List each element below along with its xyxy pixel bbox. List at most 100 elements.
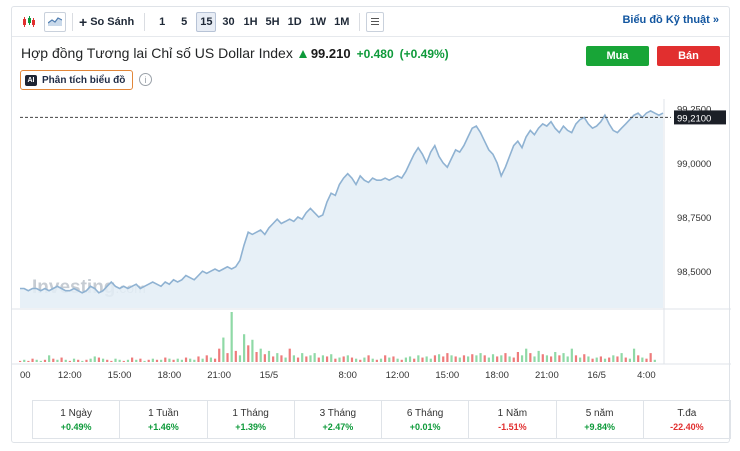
info-icon[interactable]: i [139,73,152,86]
performance-cell[interactable]: 6 Tháng +0.01% [382,401,470,438]
volume-bar [612,355,615,362]
volume-bar [226,353,229,362]
up-arrow-icon [298,50,307,58]
performance-period: 1 Tháng [232,407,269,419]
timeframe-1d[interactable]: 1D [287,15,302,28]
volume-bar [628,358,632,362]
price-chart[interactable]: Investing.com99,250099,000098,750098,500… [12,7,731,392]
volume-bar [587,356,590,362]
volume-bar [545,355,549,362]
performance-value: -22.40% [670,421,704,432]
volume-bar [454,356,457,362]
volume-bar [52,358,55,362]
performance-cell[interactable]: 3 Tháng +2.47% [295,401,382,438]
performance-period: 1 Năm [497,407,528,419]
volume-bar [89,358,92,362]
timeframe-30[interactable]: 30 [222,15,235,28]
volume-bar [267,350,271,362]
volume-bar [417,355,420,362]
volume-bar [355,358,358,362]
buy-button[interactable]: Mua [586,46,649,66]
volume-bar [442,356,445,362]
volume-bar [342,356,345,362]
volume-bar [487,357,490,362]
price-area [20,110,663,309]
volume-bar [135,359,138,362]
volume-bar [209,357,213,362]
volume-bar [512,357,515,362]
compare-button[interactable]: + So Sánh [79,13,135,30]
volume-bar [620,353,623,362]
volume-bar [421,357,424,362]
performance-cell[interactable]: 1 Ngày +0.49% [33,401,121,438]
volume-bar [558,355,561,362]
volume-bar [562,353,565,362]
price-line [20,109,664,294]
volume-bar [437,354,441,362]
volume-bar [496,356,499,362]
area-chart-icon[interactable] [44,11,66,32]
volume-bar [39,360,42,362]
ai-chart-analysis-button[interactable]: AI Phân tích biểu đồ [20,70,134,90]
volume-bar [608,357,611,362]
volume-bar [458,357,461,362]
volume-bar [350,357,354,362]
volume-bar [31,358,34,362]
volume-bar [321,355,325,362]
chart-toolbar: + So Sánh 1 5 15 30 1H 5H 1D 1W 1M Biểu đồ Kỹ th… [12,7,729,37]
sell-button[interactable]: Bán [657,46,720,66]
timeframe-5h[interactable]: 5H [265,15,280,28]
x-tick-label: 15:00 [108,370,132,381]
timeframe-15[interactable]: 15 [196,11,217,32]
volume-bar [637,355,640,362]
volume-bar [259,348,262,362]
volume-bar [475,355,478,362]
chart-widget: + So Sánh 1 5 15 30 1H 5H 1D 1W 1M Biểu đồ Kỹ th… [11,6,731,443]
volume-bar [583,354,586,362]
performance-cell[interactable]: 1 Năm -1.51% [469,401,557,438]
volume-bar [408,356,412,362]
volume-bar [251,339,254,362]
timeframe-1[interactable]: 1 [159,15,166,28]
performance-cell[interactable]: 1 Tháng +1.39% [208,401,295,438]
performance-cell[interactable]: T.đa -22.40% [644,401,730,438]
volume-bar [97,357,101,362]
volume-bar [68,360,71,362]
timeframe-1w[interactable]: 1W [309,15,327,28]
volume-bar [508,356,511,362]
volume-bar [616,356,619,362]
performance-value: +0.49% [60,421,92,432]
volume-bar [77,359,80,362]
volume-bar [313,353,316,362]
volume-bar [305,356,308,362]
price-change-pct: (+0.49%) [399,47,449,61]
volume-bar [60,357,63,362]
performance-period: 3 Tháng [319,407,357,419]
volume-bar [43,359,47,362]
plus-icon: + [79,13,88,30]
volume-bar [184,357,188,362]
volume-bar [653,359,656,362]
candlestick-icon[interactable] [18,12,40,32]
x-tick-label: 18:00 [485,370,509,381]
volume-bar [213,358,217,362]
performance-cell[interactable]: 1 Tuần +1.46% [120,401,208,438]
volume-bar [101,358,105,362]
volume-bar [384,355,387,362]
volume-bar [126,359,130,362]
settings-list-icon[interactable] [366,11,385,32]
performance-period: T.đa [677,407,697,419]
volume-bar [483,355,486,362]
volume-bar [379,358,383,362]
timeframe-5[interactable]: 5 [181,15,188,28]
technical-chart-link[interactable]: Biểu đồ Kỹ thuật » [622,14,719,26]
volume-bar [591,358,594,362]
volume-bar [296,357,300,362]
performance-value: -1.51% [498,421,527,432]
volume-bar [375,359,378,362]
timeframe-1m[interactable]: 1M [334,15,350,28]
volume-bar [467,356,470,362]
performance-cell[interactable]: 5 năm +9.84% [557,401,644,438]
timeframe-1h[interactable]: 1H [243,15,258,28]
x-tick-label: 12:00 [58,370,82,381]
